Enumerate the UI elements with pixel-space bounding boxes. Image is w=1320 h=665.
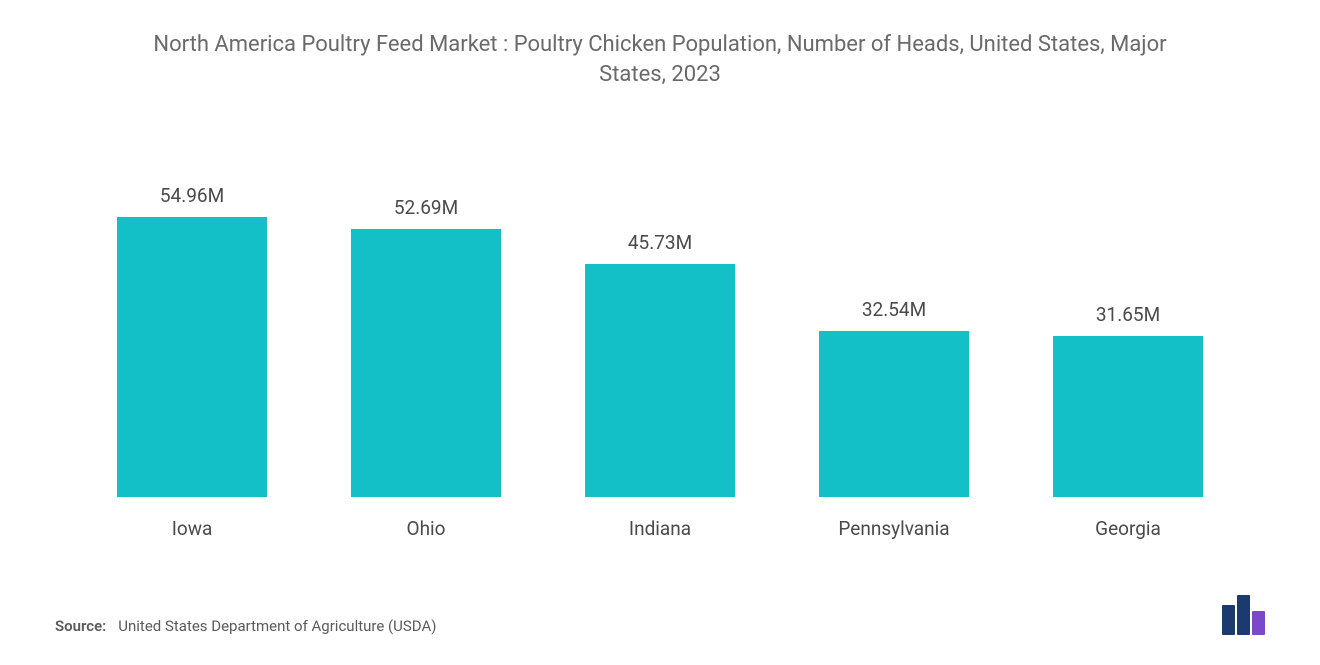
bar-group: 45.73M [543,179,777,497]
bar-value-label: 54.96M [160,184,224,207]
bar-group: 54.96M [75,179,309,497]
chart-title: North America Poultry Feed Market : Poul… [135,30,1185,89]
bar [585,264,735,497]
x-axis-label: Indiana [543,517,777,540]
bar [351,229,501,497]
bar [1053,336,1203,497]
brand-logo [1222,595,1265,635]
x-axis-label: Georgia [1011,517,1245,540]
plot-area: 54.96M 52.69M 45.73M 32.54M 31.65M [55,179,1265,497]
bar-value-label: 52.69M [394,196,458,219]
bar-group: 31.65M [1011,179,1245,497]
chart-container: North America Poultry Feed Market : Poul… [0,0,1320,665]
bar [819,331,969,497]
x-axis-label: Pennsylvania [777,517,1011,540]
x-axis-labels: Iowa Ohio Indiana Pennsylvania Georgia [55,497,1265,540]
logo-bar-icon [1222,605,1235,635]
source-line: Source: United States Department of Agri… [55,617,436,635]
bar-group: 52.69M [309,179,543,497]
bar [117,217,267,497]
x-axis-label: Ohio [309,517,543,540]
bar-value-label: 31.65M [1096,303,1160,326]
logo-bar-icon [1252,611,1265,635]
x-axis-label: Iowa [75,517,309,540]
bar-group: 32.54M [777,179,1011,497]
logo-bar-icon [1237,595,1250,635]
source-label: Source: [55,617,106,635]
bar-value-label: 45.73M [628,231,692,254]
chart-footer: Source: United States Department of Agri… [55,595,1265,645]
source-text: United States Department of Agriculture … [118,617,436,635]
bar-value-label: 32.54M [862,298,926,321]
